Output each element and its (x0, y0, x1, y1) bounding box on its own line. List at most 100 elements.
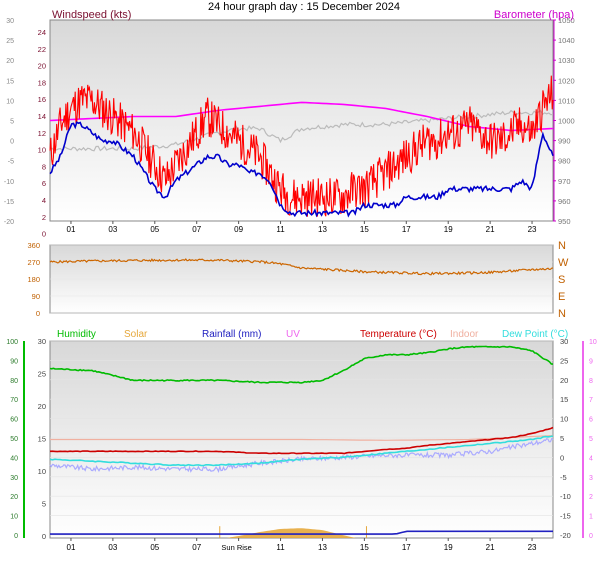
x-tick-label: 07 (192, 543, 201, 552)
humidity-tick-label: 90 (10, 358, 18, 365)
humidity-tick-label: 100 (6, 339, 18, 346)
x-tick-label: 07 (192, 225, 201, 234)
x-tick-label: 23 (528, 225, 537, 234)
compass-label: W (558, 257, 569, 269)
temp-tick-label: -20 (560, 531, 571, 540)
wind-tick-label: 4 (42, 196, 46, 205)
compass-label: N (558, 308, 566, 320)
wind-tick-label: 12 (38, 129, 46, 138)
baro-tick-label: 1000 (558, 117, 575, 126)
temp-tick-label: 25 (560, 356, 568, 365)
x-tick-label: 11 (276, 225, 285, 234)
wind-tick-label: 24 (38, 28, 46, 37)
wind-tick-label: 16 (38, 95, 46, 104)
dew-point-line (49, 435, 554, 467)
uv-tick-label: 2 (589, 494, 593, 501)
legend-label: Dew Point (°C) (502, 329, 568, 340)
x-tick-label: 23 (528, 543, 537, 552)
x-tick-label: 13 (318, 225, 327, 234)
solar-tick-label: 0 (42, 532, 46, 541)
x-tick-label: 19 (444, 543, 453, 552)
uv-tick-label: 6 (589, 417, 593, 424)
baro-tick-label: 1020 (558, 76, 575, 85)
humidity-tick-label: 50 (10, 436, 18, 443)
uv-tick-label: 7 (589, 397, 593, 404)
baro-tick-label: 960 (558, 197, 571, 206)
x-tick-label: 09 (234, 225, 243, 234)
x-tick-label: 11 (276, 543, 285, 552)
uv-tick-label: 8 (589, 378, 593, 385)
temp-tick-label: 20 (560, 376, 568, 385)
outer-tick-label: -15 (4, 199, 14, 206)
wind-barometer-panel: 242220181614121086420302520151050-5-10-1… (4, 9, 575, 239)
humidity-tick-label: 30 (10, 475, 18, 482)
direction-tick-label: 90 (32, 292, 40, 301)
uv-tick-label: 4 (589, 455, 593, 462)
x-tick-label: 21 (486, 543, 495, 552)
wind-tick-label: 6 (42, 179, 46, 188)
x-tick-label: 05 (150, 225, 159, 234)
temperature-line (49, 426, 554, 455)
wind-tick-label: 14 (38, 112, 46, 121)
outer-tick-label: 25 (6, 38, 14, 45)
temp-tick-label: 5 (560, 434, 564, 443)
solar-tick-label: 15 (38, 435, 46, 444)
temp-tick-label: -15 (560, 512, 571, 521)
baro-tick-label: 980 (558, 157, 571, 166)
uv-tick-label: 9 (589, 358, 593, 365)
x-tick-label: 17 (402, 543, 411, 552)
wind-tick-label: 2 (42, 213, 46, 222)
humidity-tick-label: 0 (14, 533, 18, 540)
direction-tick-label: 0 (36, 309, 40, 318)
compass-label: N (558, 240, 566, 252)
solar-tick-label: 20 (38, 402, 46, 411)
temp-tick-label: -5 (560, 473, 567, 482)
baro-tick-label: 1040 (558, 36, 575, 45)
outer-tick-label: 10 (6, 98, 14, 105)
legend-label: UV (286, 329, 300, 340)
baro-tick-label: 1010 (558, 96, 575, 105)
humidity-tick-label: 70 (10, 397, 18, 404)
temp-tick-label: 0 (560, 453, 564, 462)
uv-tick-label: 0 (589, 533, 593, 540)
legend-label: Indoor (450, 329, 479, 340)
direction-tick-label: 360 (27, 241, 40, 250)
legend-label: Temperature (°C) (360, 329, 437, 340)
temp-tick-label: 30 (560, 337, 568, 346)
compass-label: E (558, 291, 565, 303)
outer-tick-label: 15 (6, 78, 14, 85)
solar-tick-label: 10 (38, 467, 46, 476)
temp-tick-label: -10 (560, 492, 571, 501)
chart-title: 24 hour graph day : 15 December 2024 (208, 1, 400, 13)
x-tick-label: 15 (360, 543, 369, 552)
legend-label: Rainfall (mm) (202, 329, 261, 340)
x-tick-label: 05 (150, 543, 159, 552)
baro-tick-label: 970 (558, 177, 571, 186)
barometer-axis-label: Barometer (hpa) (494, 9, 574, 21)
legend-label: Humidity (57, 329, 96, 340)
wind-tick-label: 8 (42, 162, 46, 171)
baro-tick-label: 950 (558, 217, 571, 226)
compass-label: S (558, 274, 565, 286)
direction-tick-label: 270 (27, 258, 40, 267)
sunrise-label: Sun Rise (221, 543, 251, 552)
x-tick-label: 15 (360, 225, 369, 234)
lavender-line (49, 437, 554, 473)
humidity-tick-label: 20 (10, 494, 18, 501)
humidity-tick-label: 40 (10, 455, 18, 462)
wind-tick-label: 18 (38, 78, 46, 87)
baro-tick-label: 1050 (558, 16, 575, 25)
outer-tick-label: 30 (6, 18, 14, 25)
wind-direction-line (49, 258, 554, 276)
outer-tick-label: 0 (10, 139, 14, 146)
x-tick-label: 21 (486, 225, 495, 234)
windspeed-axis-label: Windspeed (kts) (52, 9, 131, 21)
uv-tick-label: 3 (589, 475, 593, 482)
legend-label: Solar (124, 329, 148, 340)
temp-tick-label: 10 (560, 415, 568, 424)
wind-tick-label: 22 (38, 45, 46, 54)
x-tick-label: 03 (108, 225, 117, 234)
solar-tick-label: 5 (42, 500, 46, 509)
humidity-tick-label: 60 (10, 417, 18, 424)
